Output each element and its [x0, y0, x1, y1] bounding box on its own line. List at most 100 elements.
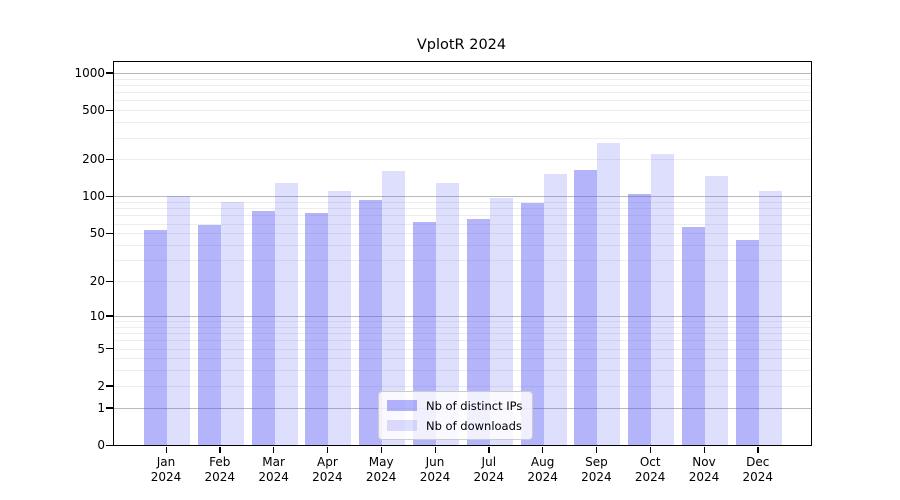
y-tick-label: 1 — [97, 400, 105, 415]
x-tick-label: Jan 2024 — [150, 455, 182, 484]
x-tick-mark — [434, 446, 436, 453]
bar-downloads — [382, 171, 406, 445]
minor-gridline — [114, 202, 811, 204]
y-tick-mark — [106, 348, 113, 350]
x-tick-mark — [595, 446, 598, 453]
major-gridline — [114, 196, 811, 198]
y-tick-mark — [106, 109, 113, 112]
bar-downloads — [328, 191, 352, 445]
minor-gridline — [114, 260, 811, 262]
y-tick-mark — [106, 158, 113, 161]
bar-distinct-ips — [413, 221, 436, 445]
bar-distinct-ips — [574, 169, 598, 445]
legend-swatch-downloads — [387, 420, 417, 431]
y-tick-label: 1000 — [74, 65, 105, 80]
x-tick-mark — [326, 446, 329, 453]
y-tick-mark — [106, 72, 113, 74]
minor-gridline — [114, 159, 811, 161]
minor-gridline — [114, 321, 811, 322]
bar-distinct-ips — [735, 240, 759, 445]
y-tick-label: 20 — [89, 274, 105, 289]
major-gridline — [114, 315, 811, 317]
x-tick-mark — [273, 446, 275, 453]
legend-row-distinct-ips: Nb of distinct IPs — [387, 397, 522, 414]
x-tick-label: Jul 2024 — [473, 455, 505, 484]
y-tick-mark — [106, 444, 113, 446]
y-tick-label: 100 — [82, 189, 105, 204]
bar-downloads — [436, 183, 459, 445]
bar-distinct-ips — [359, 200, 383, 445]
x-tick-mark — [649, 446, 652, 453]
minor-gridline — [114, 208, 811, 210]
x-tick-label: Sep 2024 — [581, 455, 612, 484]
legend-row-downloads: Nb of downloads — [387, 417, 522, 434]
x-tick-label: Aug 2024 — [527, 455, 558, 484]
minor-gridline — [114, 84, 811, 86]
minor-gridline — [114, 122, 811, 124]
x-tick-label: May 2024 — [365, 455, 397, 484]
bar-downloads — [167, 195, 190, 445]
minor-gridline — [114, 215, 811, 217]
minor-gridline — [114, 281, 811, 283]
minor-gridline — [114, 100, 811, 102]
minor-gridline — [114, 110, 811, 112]
x-tick-mark — [488, 446, 490, 453]
minor-gridline — [114, 233, 811, 235]
bar-distinct-ips — [628, 194, 652, 445]
x-tick-label: Feb 2024 — [204, 455, 236, 484]
legend-label-distinct-ips: Nb of distinct IPs — [426, 398, 523, 413]
bar-downloads — [489, 198, 513, 445]
y-tick-label: 0 — [97, 438, 105, 452]
bar-downloads — [274, 183, 298, 445]
bar-distinct-ips — [305, 212, 329, 445]
y-tick-label: 200 — [82, 152, 105, 167]
bar-distinct-ips — [197, 224, 221, 445]
y-tick-label: 5 — [97, 341, 105, 356]
bar-distinct-ips — [682, 227, 705, 445]
minor-gridline — [114, 385, 811, 387]
x-tick-mark — [757, 446, 759, 453]
y-tick-label: 10 — [89, 308, 105, 323]
minor-gridline — [114, 340, 811, 342]
y-tick-mark — [106, 195, 113, 198]
plot-inner — [114, 62, 811, 445]
bar-downloads — [543, 174, 567, 445]
x-tick-label: Dec 2024 — [742, 455, 774, 484]
plot-area — [113, 61, 812, 446]
x-tick-label: Oct 2024 — [634, 455, 666, 484]
minor-gridline — [114, 223, 811, 225]
minor-gridline — [114, 326, 811, 328]
legend: Nb of distinct IPs Nb of downloads — [378, 391, 534, 440]
bar-downloads — [651, 154, 675, 445]
bar-downloads — [758, 191, 782, 445]
x-tick-label: Mar 2024 — [258, 455, 289, 484]
x-tick-mark — [165, 446, 167, 453]
bar-downloads — [705, 176, 728, 445]
legend-label-downloads: Nb of downloads — [426, 418, 522, 433]
y-tick-mark — [106, 232, 113, 235]
major-gridline — [114, 72, 811, 74]
minor-gridline — [114, 137, 811, 139]
chart-title: VplotR 2024 — [416, 37, 507, 53]
bar-distinct-ips — [520, 202, 544, 445]
y-tick-mark — [106, 407, 113, 409]
bar-distinct-ips — [144, 230, 167, 445]
y-tick-label: 50 — [89, 226, 105, 241]
minor-gridline — [114, 370, 811, 372]
x-tick-mark — [703, 446, 705, 453]
x-tick-mark — [219, 446, 221, 453]
minor-gridline — [114, 333, 811, 335]
bar-distinct-ips — [466, 218, 490, 445]
y-tick-label: 2 — [97, 378, 105, 393]
x-tick-mark — [542, 446, 544, 453]
minor-gridline — [114, 358, 811, 360]
x-tick-mark — [380, 446, 383, 453]
minor-gridline — [114, 245, 811, 247]
minor-gridline — [114, 92, 811, 94]
bar-downloads — [597, 143, 621, 445]
x-tick-label: Apr 2024 — [312, 455, 343, 484]
y-tick-mark — [106, 315, 113, 317]
minor-gridline — [114, 78, 811, 80]
minor-gridline — [114, 348, 811, 350]
